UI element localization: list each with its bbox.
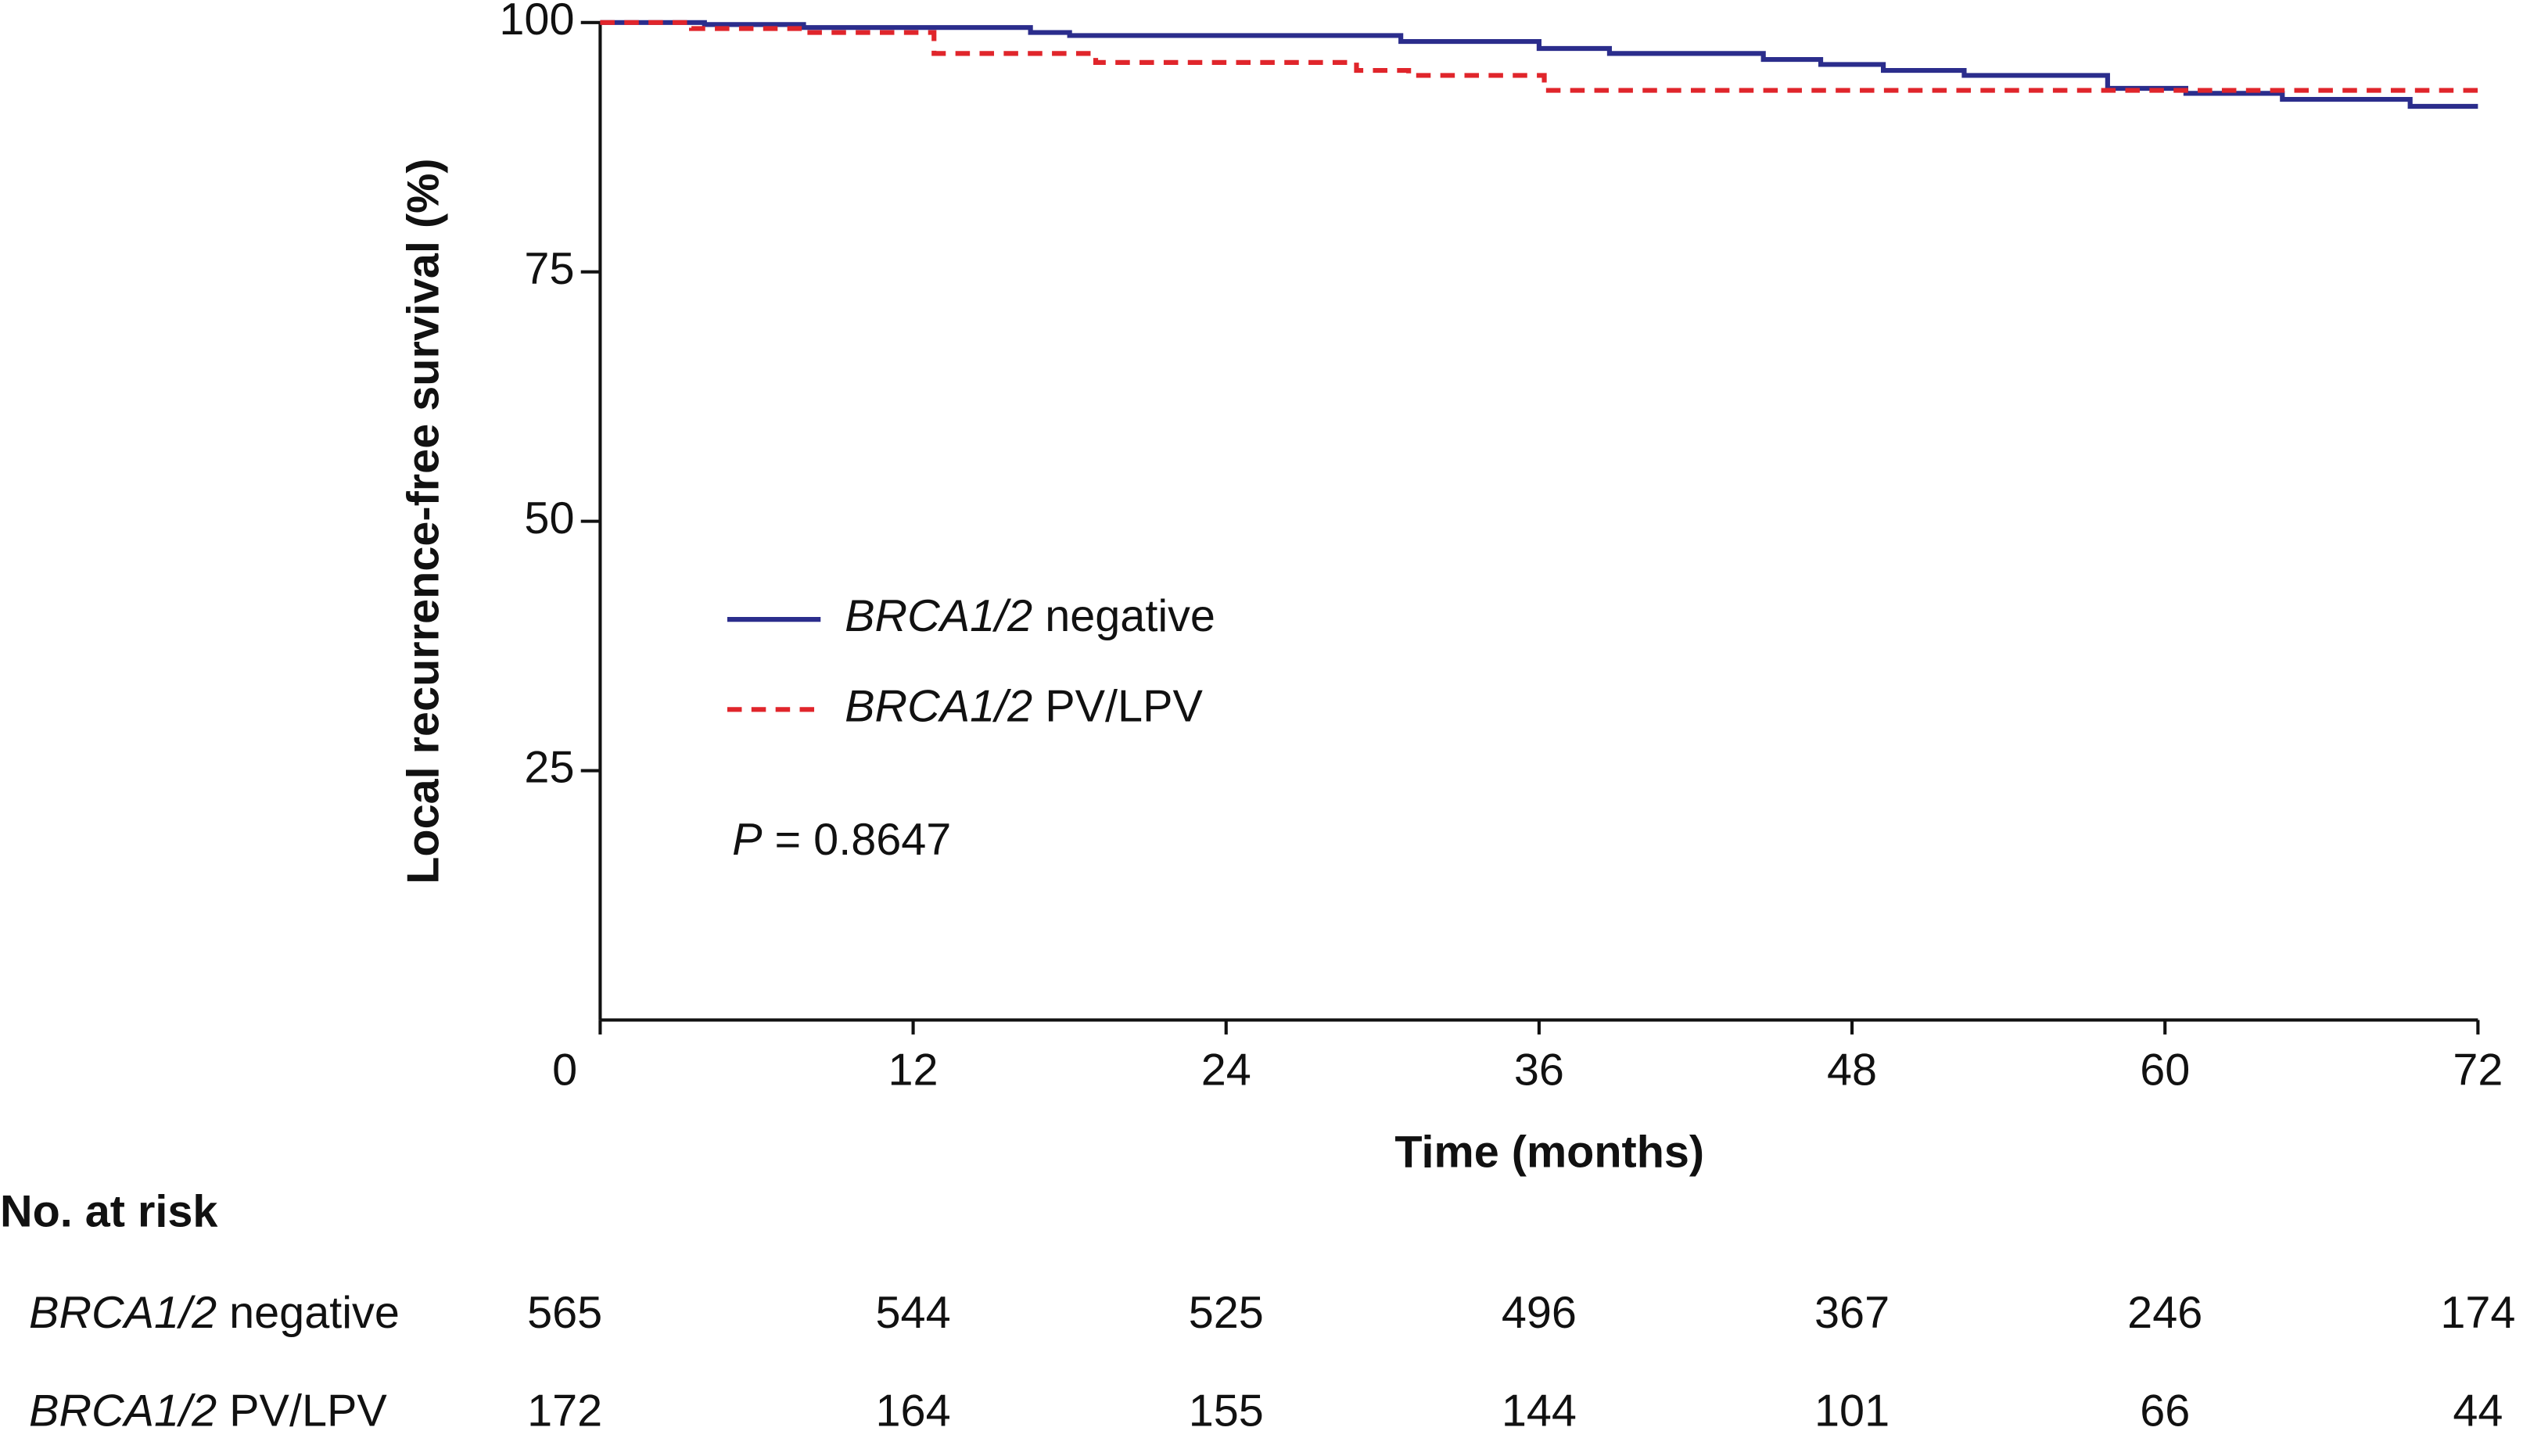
- risk-count: 496: [1502, 1288, 1577, 1338]
- legend-label: BRCA1/2 negative: [845, 591, 1215, 641]
- survival-curve: [600, 20, 2478, 93]
- risk-count: 525: [1189, 1288, 1264, 1338]
- risk-count: 66: [2140, 1386, 2190, 1436]
- risk-count: 544: [876, 1288, 951, 1338]
- x-tick-label: 36: [1514, 1045, 1564, 1096]
- x-tick-label: 0: [552, 1045, 577, 1096]
- y-tick-label: 25: [524, 743, 574, 793]
- risk-count: 565: [527, 1288, 602, 1338]
- risk-row-label: BRCA1/2 PV/LPV: [29, 1386, 387, 1436]
- risk-count: 174: [2440, 1288, 2515, 1338]
- x-tick-label: 60: [2140, 1045, 2190, 1096]
- x-tick-label: 24: [1201, 1045, 1251, 1096]
- x-tick-label: 12: [888, 1045, 938, 1096]
- risk-count: 246: [2127, 1288, 2202, 1338]
- risk-count: 144: [1502, 1386, 1577, 1436]
- risk-table-title: No. at risk: [0, 1187, 218, 1237]
- x-axis-label: Time (months): [1394, 1127, 1704, 1177]
- x-tick-label: 48: [1827, 1045, 1877, 1096]
- legend-label: BRCA1/2 PV/LPV: [845, 682, 1203, 732]
- p-value: P = 0.8647: [732, 815, 951, 865]
- y-tick-label: 50: [524, 493, 574, 543]
- y-axis-label: Local recurrence-free survival (%): [398, 158, 448, 884]
- risk-count: 155: [1189, 1386, 1264, 1436]
- x-tick-label: 72: [2453, 1045, 2503, 1096]
- risk-count: 44: [2453, 1386, 2503, 1436]
- risk-count: 172: [527, 1386, 602, 1436]
- risk-count: 101: [1814, 1386, 1890, 1436]
- risk-row-label: BRCA1/2 negative: [29, 1288, 400, 1338]
- survival-curve: [600, 20, 2478, 109]
- risk-count: 367: [1814, 1288, 1890, 1338]
- risk-count: 164: [876, 1386, 951, 1436]
- y-tick-label: 75: [524, 244, 574, 294]
- y-tick-label: 100: [499, 0, 574, 45]
